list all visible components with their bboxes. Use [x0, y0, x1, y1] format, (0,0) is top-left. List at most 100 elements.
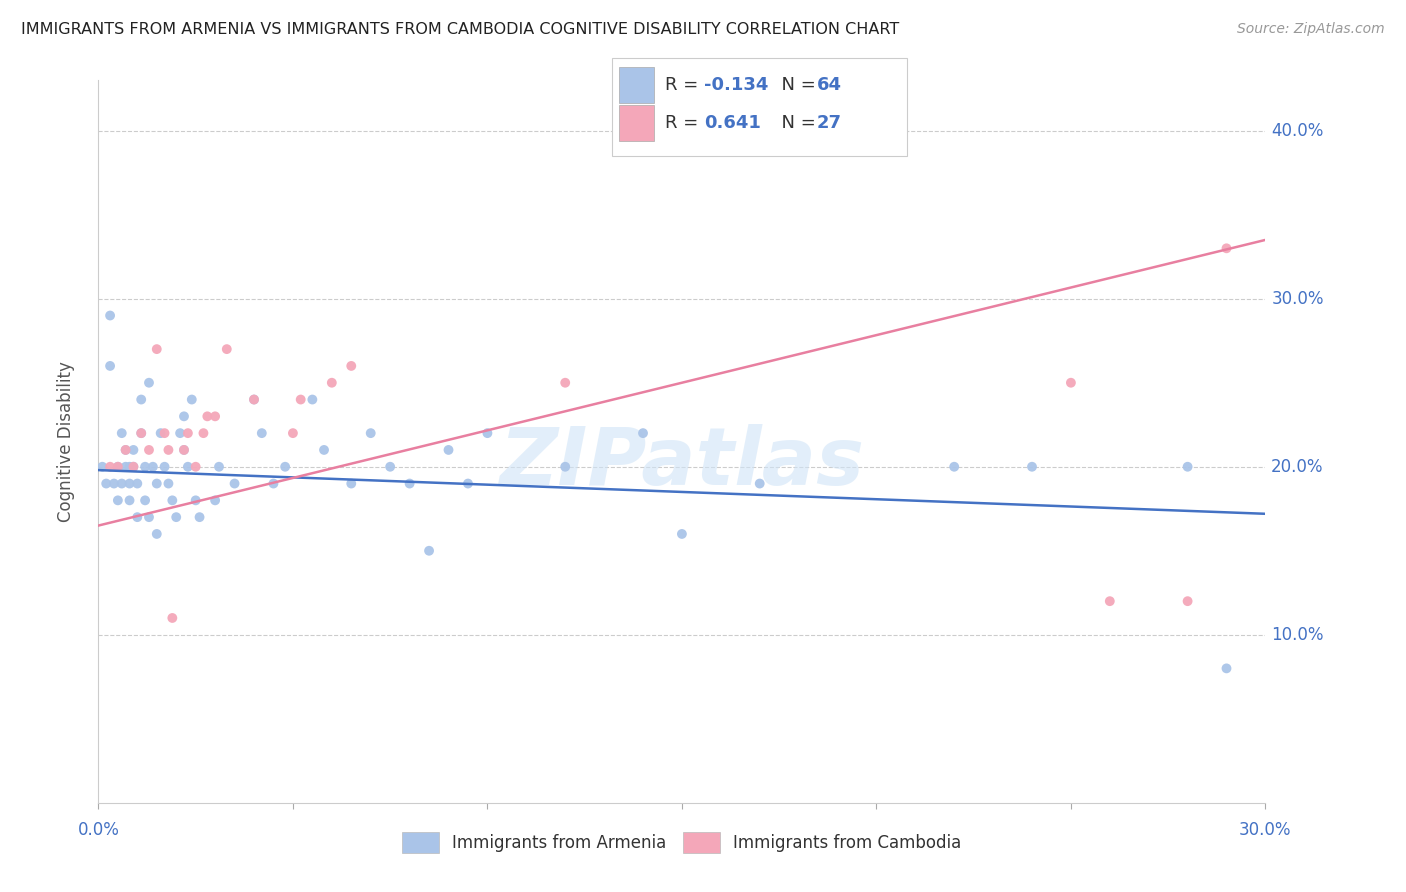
Point: [107, 493, 129, 508]
Point: [215, 342, 238, 356]
Point: [173, 442, 195, 457]
Point: [111, 426, 134, 441]
Point: [114, 442, 136, 457]
Point: [157, 442, 180, 457]
Point: [943, 459, 966, 474]
Point: [91, 459, 114, 474]
Point: [340, 359, 363, 373]
Point: [262, 476, 284, 491]
Point: [138, 376, 160, 390]
Point: [671, 527, 693, 541]
Point: [149, 426, 172, 441]
Legend: Immigrants from Armenia, Immigrants from Cambodia: Immigrants from Armenia, Immigrants from…: [395, 826, 969, 860]
Point: [243, 392, 266, 407]
Point: [193, 426, 215, 441]
Point: [1177, 594, 1199, 608]
Point: [177, 459, 200, 474]
Point: [1060, 376, 1083, 390]
Point: [122, 459, 145, 474]
Text: 40.0%: 40.0%: [1271, 121, 1323, 140]
Text: 30.0%: 30.0%: [1239, 821, 1292, 838]
Point: [146, 527, 169, 541]
Point: [127, 510, 149, 524]
Point: [142, 459, 165, 474]
Point: [146, 476, 169, 491]
Point: [554, 376, 576, 390]
Point: [103, 476, 125, 491]
Point: [457, 476, 479, 491]
Point: [274, 459, 297, 474]
Text: R =: R =: [665, 76, 704, 94]
Point: [96, 476, 118, 491]
Point: [138, 442, 160, 457]
Text: 0.0%: 0.0%: [77, 821, 120, 838]
Point: [146, 342, 169, 356]
Point: [118, 493, 141, 508]
Point: [180, 392, 202, 407]
Point: [184, 459, 207, 474]
Point: [114, 459, 136, 474]
Point: [127, 476, 149, 491]
Text: 30.0%: 30.0%: [1271, 290, 1323, 308]
Text: 0.641: 0.641: [704, 114, 761, 132]
Point: [437, 442, 460, 457]
Point: [138, 510, 160, 524]
Point: [169, 426, 191, 441]
Point: [134, 493, 156, 508]
Text: 64: 64: [817, 76, 842, 94]
Point: [631, 426, 654, 441]
Point: [398, 476, 420, 491]
Point: [118, 476, 141, 491]
Point: [1177, 459, 1199, 474]
Point: [290, 392, 312, 407]
Point: [129, 392, 152, 407]
Point: [281, 426, 304, 441]
Point: [340, 476, 363, 491]
Point: [153, 426, 176, 441]
Point: [153, 459, 176, 474]
Point: [1098, 594, 1121, 608]
Point: [224, 476, 246, 491]
Point: [122, 442, 145, 457]
Point: [129, 426, 152, 441]
Text: 10.0%: 10.0%: [1271, 626, 1323, 644]
Point: [157, 476, 180, 491]
Point: [204, 409, 226, 424]
Text: 20.0%: 20.0%: [1271, 458, 1323, 475]
Point: [554, 459, 576, 474]
Point: [134, 459, 156, 474]
Point: [195, 409, 218, 424]
Point: [1215, 661, 1237, 675]
Point: [188, 510, 211, 524]
Point: [312, 442, 335, 457]
Point: [418, 543, 440, 558]
Point: [165, 510, 187, 524]
Point: [98, 359, 121, 373]
Point: [204, 493, 226, 508]
Point: [748, 476, 770, 491]
Y-axis label: Cognitive Disability: Cognitive Disability: [56, 361, 75, 522]
Point: [129, 426, 152, 441]
Point: [477, 426, 499, 441]
Point: [118, 459, 141, 474]
Point: [321, 376, 343, 390]
Point: [243, 392, 266, 407]
Point: [107, 459, 129, 474]
Point: [250, 426, 273, 441]
Text: R =: R =: [665, 114, 704, 132]
Point: [162, 493, 184, 508]
Point: [380, 459, 402, 474]
Point: [173, 409, 195, 424]
Point: [360, 426, 382, 441]
Point: [107, 459, 129, 474]
Point: [1021, 459, 1043, 474]
Text: 27: 27: [817, 114, 842, 132]
Point: [162, 611, 184, 625]
Text: Source: ZipAtlas.com: Source: ZipAtlas.com: [1237, 22, 1385, 37]
Point: [111, 476, 134, 491]
Point: [301, 392, 323, 407]
Point: [173, 442, 195, 457]
Point: [1215, 241, 1237, 255]
Point: [177, 426, 200, 441]
Point: [184, 493, 207, 508]
